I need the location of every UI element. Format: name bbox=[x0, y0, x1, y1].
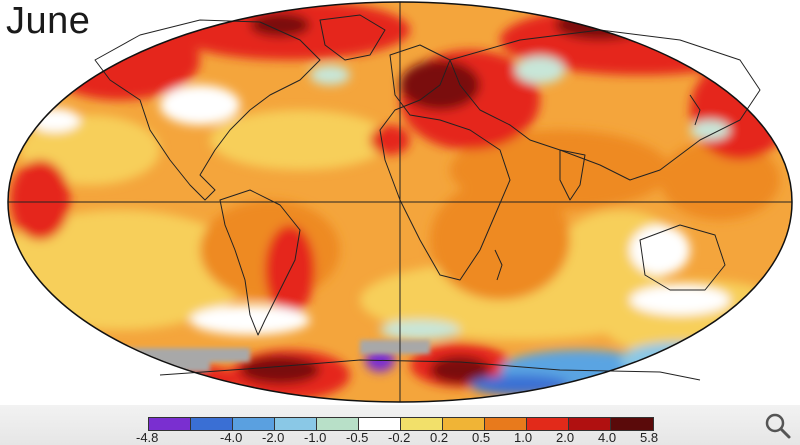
legend-swatch bbox=[611, 418, 653, 430]
legend-swatch bbox=[233, 418, 275, 430]
legend-swatch bbox=[317, 418, 359, 430]
color-scale-legend bbox=[148, 417, 654, 431]
legend-tick-label: -0.5 bbox=[346, 430, 369, 445]
legend-swatch bbox=[275, 418, 317, 430]
legend-tick-label: -2.0 bbox=[262, 430, 285, 445]
legend-tick-label: -4.0 bbox=[220, 430, 243, 445]
legend-swatch bbox=[527, 418, 569, 430]
legend-swatch bbox=[569, 418, 611, 430]
legend-swatch bbox=[191, 418, 233, 430]
magnifier-icon[interactable] bbox=[760, 410, 796, 442]
legend-tick-label: -1.0 bbox=[304, 430, 327, 445]
legend-tick-label: -4.8 bbox=[136, 430, 159, 445]
legend-swatch bbox=[359, 418, 401, 430]
legend-swatch bbox=[149, 418, 191, 430]
legend-tick-label: 0.2 bbox=[430, 430, 449, 445]
graticule bbox=[8, 2, 792, 402]
coastlines bbox=[94, 14, 761, 381]
legend-ticks: -4.8 -4.0 -2.0 -1.0 -0.5 -0.2 0.2 0.5 1.0 2.0 4.0 5… bbox=[120, 430, 680, 445]
legend-swatch bbox=[401, 418, 443, 430]
legend-tick-label: -0.2 bbox=[388, 430, 411, 445]
map-title: June bbox=[6, 0, 91, 42]
legend-tick-label: 2.0 bbox=[556, 430, 575, 445]
globe-outline bbox=[7, 1, 793, 403]
legend-tick-label: 5.8 bbox=[640, 430, 659, 445]
legend-tick-label: 1.0 bbox=[514, 430, 533, 445]
legend-swatch bbox=[443, 418, 485, 430]
legend-tick-label: 4.0 bbox=[598, 430, 617, 445]
legend-tick-label: 0.5 bbox=[472, 430, 491, 445]
legend-swatch bbox=[485, 418, 527, 430]
